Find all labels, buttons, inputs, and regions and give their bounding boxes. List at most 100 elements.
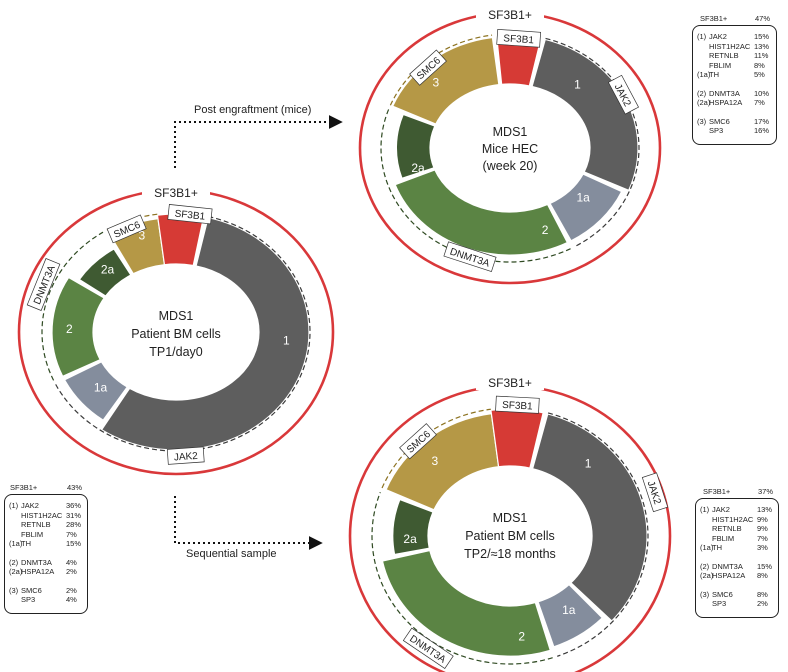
legend-header-value: 47% (755, 14, 771, 23)
segment-border-dnmt3a (371, 492, 553, 665)
legend-row-gene: HSPA12A (712, 571, 746, 580)
legend-row-gene: HIST1H2AC (712, 514, 754, 524)
legend-row-number: (2a) (700, 571, 714, 580)
segment-number-th: 1a (562, 603, 576, 617)
segment-number-jak2: 1 (574, 77, 581, 91)
segment-number-hspa12a: 2a (101, 263, 115, 277)
donut-center (429, 467, 591, 605)
legend-mice-header: SF3B1+ 47% (700, 14, 770, 23)
segment-border-jak2 (545, 37, 640, 248)
gene-tag-label: SF3B1 (503, 33, 535, 46)
legend-row-value: 13% (757, 505, 773, 514)
gene-tag-label: JAK2 (174, 451, 199, 464)
segment-number-smc6: 3 (433, 76, 440, 90)
legend-row-value: 10% (754, 88, 770, 98)
segment-number-hspa12a: 2a (403, 532, 417, 546)
legend-row-number: (1) (9, 501, 19, 510)
center-line-2: Mice HEC (482, 142, 538, 156)
gene-tag-box (496, 28, 542, 48)
legend-header-value: 37% (758, 487, 774, 496)
gene-tag-box (607, 74, 640, 115)
legend-row-value: 8% (757, 571, 768, 580)
legend-tp1: (1) JAK2 36% HIST1H2AC 31% RETNLB 28% FBLIM 7% (1… (4, 494, 88, 614)
segment-dnmt3a (51, 276, 105, 378)
gene-tag-box (409, 49, 447, 86)
legend-tp2-header: SF3B1+ 37% (703, 487, 773, 496)
legend-row-value: 7% (66, 529, 77, 539)
legend-row-gene: JAK2 (709, 32, 727, 41)
legend-row-value: 7% (757, 533, 768, 543)
segment-dnmt3a (381, 549, 552, 657)
segment-border-smc6 (389, 34, 493, 106)
legend-row-value: 17% (754, 116, 770, 126)
gene-tag-jak2: JAK2 (641, 472, 669, 513)
gene-tag-sf3b1: SF3B1 (167, 204, 213, 225)
gene-tag-box (402, 627, 454, 669)
segment-jak2 (531, 38, 639, 192)
donut-patient-tp2: SF3B1+ MDS1 Patient BM cells TP2/≈18 months… (348, 374, 672, 672)
legend-row-number: (1) (700, 505, 710, 514)
donut-center (94, 265, 258, 399)
legend-row-number: (3) (697, 116, 707, 126)
legend-row-value: 15% (754, 32, 770, 41)
legend-row-number: (2a) (697, 98, 711, 107)
legend-row-number: (1) (697, 32, 707, 41)
segment-th (537, 583, 604, 648)
legend-tp2: (1) JAK2 13% HIST1H2AC 9% RETNLB 9% FBLIM 7% (1a)… (695, 498, 779, 618)
legend-row-gene: FBLIM (712, 533, 735, 543)
legend-row-number: (1a) (697, 70, 711, 79)
donut-patient-tp1: SF3B1+ MDS1 Patient BM cells TP1/day0 1 1a 2 2a… (17, 184, 335, 476)
legend-row-number: (1a) (9, 539, 23, 548)
legend-header-label: SF3B1+ (10, 483, 38, 492)
segment-number-dnmt3a: 2 (66, 322, 73, 336)
legend-mice: (1) JAK2 15% HIST1H2AC 13% RETNLB 11% FBLIM 8% (1… (692, 25, 777, 145)
legend-header-label: SF3B1+ (700, 14, 728, 23)
segment-hspa12a (392, 498, 434, 556)
legend-header-label: SF3B1+ (703, 487, 731, 496)
gene-tag-sf3b1: SF3B1 (495, 395, 540, 414)
legend-row-gene: SP3 (712, 599, 727, 608)
legend-row-gene: SP3 (21, 595, 36, 604)
segment-hspa12a (395, 113, 436, 180)
center-line-3: TP1/day0 (149, 345, 203, 359)
gene-tag-box (443, 241, 497, 272)
legend-row-value: 8% (757, 589, 768, 599)
segment-number-dnmt3a: 2 (518, 630, 525, 644)
center-line-1: MDS1 (159, 309, 194, 323)
legend-row-value: 2% (66, 567, 77, 576)
legend-row-value: 4% (66, 557, 77, 567)
legend-row-gene: JAK2 (712, 505, 730, 514)
legend-row-value: 7% (754, 98, 765, 107)
legend-row-value: 2% (66, 585, 77, 595)
legend-row-gene: SMC6 (21, 585, 42, 595)
legend-row-value: 8% (754, 60, 765, 70)
center-line-1: MDS1 (493, 511, 528, 525)
legend-tp1-header: SF3B1+ 43% (10, 483, 82, 492)
segment-number-smc6: 3 (431, 454, 438, 468)
legend-row-gene: HSPA12A (709, 98, 743, 107)
ring-label-backdrop (476, 374, 544, 390)
legend-row-gene: DNMT3A (21, 557, 52, 567)
legend-row-value: 11% (754, 51, 769, 60)
legend-row-value: 16% (754, 126, 770, 135)
engraftment-label: Post engraftment (mice) (194, 104, 311, 116)
legend-row-value: 9% (757, 524, 768, 533)
legend-row-value: 9% (757, 514, 768, 524)
ring-label: SF3B1+ (488, 8, 532, 22)
legend-row-gene: SMC6 (712, 589, 733, 599)
segment-border-dnmt3a (41, 231, 104, 381)
segment-number-jak2: 1 (283, 333, 290, 347)
legend-row-number: (2a) (9, 567, 23, 576)
legend-row-gene: TH (21, 539, 31, 548)
legend-row-value: 3% (757, 543, 768, 552)
segment-number-hspa12a: 2a (411, 161, 425, 175)
legend-row-gene: TH (712, 543, 722, 552)
legend-row-gene: DNMT3A (709, 88, 740, 98)
legend-row-number: (2) (697, 88, 707, 98)
center-line-1: MDS1 (493, 125, 528, 139)
segment-border-dnmt3a (380, 108, 571, 263)
segment-number-jak2: 1 (585, 456, 592, 470)
legend-row-gene: FBLIM (21, 529, 44, 539)
